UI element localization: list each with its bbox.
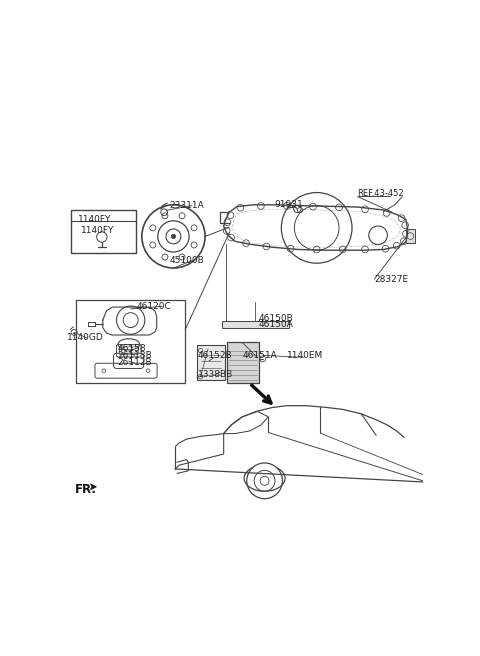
Text: 28327E: 28327E xyxy=(374,275,408,283)
Text: REF.43-452: REF.43-452 xyxy=(358,189,404,198)
Text: 1140EM: 1140EM xyxy=(287,351,323,360)
Bar xyxy=(197,345,225,380)
Text: 46150B: 46150B xyxy=(259,314,294,323)
Circle shape xyxy=(171,234,176,239)
Text: 23311A: 23311A xyxy=(170,201,204,210)
Text: 1338BB: 1338BB xyxy=(198,369,233,379)
Text: 45100B: 45100B xyxy=(170,256,204,265)
Bar xyxy=(228,342,259,383)
Text: 26112B: 26112B xyxy=(118,358,152,367)
Text: 46158: 46158 xyxy=(118,344,146,352)
Text: 46152B: 46152B xyxy=(198,351,232,360)
Text: 46151A: 46151A xyxy=(242,351,277,360)
Text: 1140FY: 1140FY xyxy=(78,215,111,224)
Text: 26113B: 26113B xyxy=(118,351,153,360)
Polygon shape xyxy=(91,484,96,490)
Bar xyxy=(406,230,415,243)
Bar xyxy=(76,300,185,383)
Bar xyxy=(71,211,136,253)
Text: 91931: 91931 xyxy=(274,200,303,209)
Text: 46150A: 46150A xyxy=(259,320,294,329)
Text: 1140GD: 1140GD xyxy=(67,333,104,342)
Bar xyxy=(222,321,289,327)
Text: FR.: FR. xyxy=(75,483,97,496)
Text: 1140FY: 1140FY xyxy=(81,226,114,236)
Text: 46120C: 46120C xyxy=(136,302,171,311)
